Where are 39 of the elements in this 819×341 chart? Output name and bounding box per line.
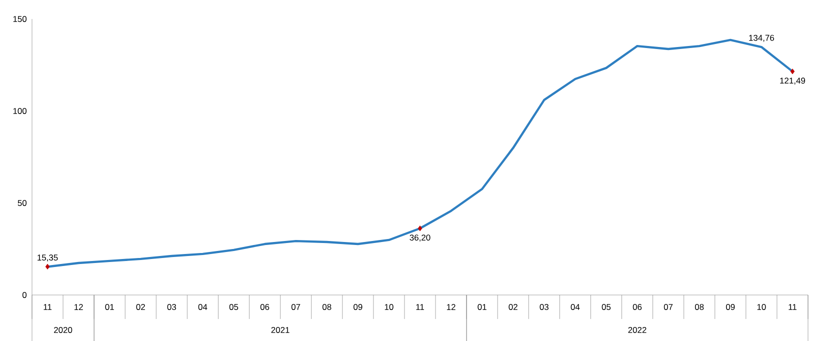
data-label: 134,76 (749, 34, 774, 42)
data-label: 15,35 (38, 254, 58, 262)
x-tick-label: 03 (540, 304, 549, 310)
x-tick-label: 10 (384, 304, 394, 310)
x-tick-label: 06 (260, 304, 270, 310)
x-tick-label: 02 (136, 304, 145, 310)
x-tick-label: 11 (416, 304, 424, 310)
x-tick-label: 05 (229, 304, 238, 310)
x-tick-label: 12 (446, 304, 456, 310)
data-label: 121,49 (780, 78, 806, 85)
text: 2021 (271, 326, 290, 333)
x-tick-label: 06 (632, 304, 642, 310)
x-tick-label: 07 (291, 304, 300, 310)
x-tick-label: 04 (198, 304, 208, 310)
x-tick-label: 11 (788, 304, 796, 310)
y-tick-label: 50 (18, 200, 27, 206)
x-tick-label: 01 (478, 304, 486, 310)
point (790, 68, 795, 74)
text: 2020 (54, 326, 72, 333)
data-label: 36,20 (410, 234, 430, 242)
x-tick-label: 03 (167, 304, 176, 310)
x-tick-label: 12 (74, 304, 83, 310)
x-tick-label: 05 (602, 304, 611, 310)
y-tick-label: 100 (13, 108, 27, 114)
x-tick-label: 09 (726, 304, 735, 310)
y-tick-label: 150 (13, 16, 27, 22)
text: 2022 (628, 326, 646, 333)
point (45, 264, 50, 270)
y-tick-label: 0 (22, 292, 27, 298)
x-tick-label: 07 (664, 304, 673, 310)
x-tick-label: 08 (694, 304, 704, 310)
point (418, 226, 422, 232)
x-tick-label: 04 (570, 304, 580, 310)
x-tick-label: 02 (508, 304, 518, 310)
x-tick-label: 10 (757, 304, 766, 310)
x-tick-label: 01 (105, 304, 114, 310)
x-tick-label: 08 (322, 304, 332, 310)
x-tick-label: 11 (44, 304, 52, 310)
x-tick-label: 09 (354, 304, 362, 310)
